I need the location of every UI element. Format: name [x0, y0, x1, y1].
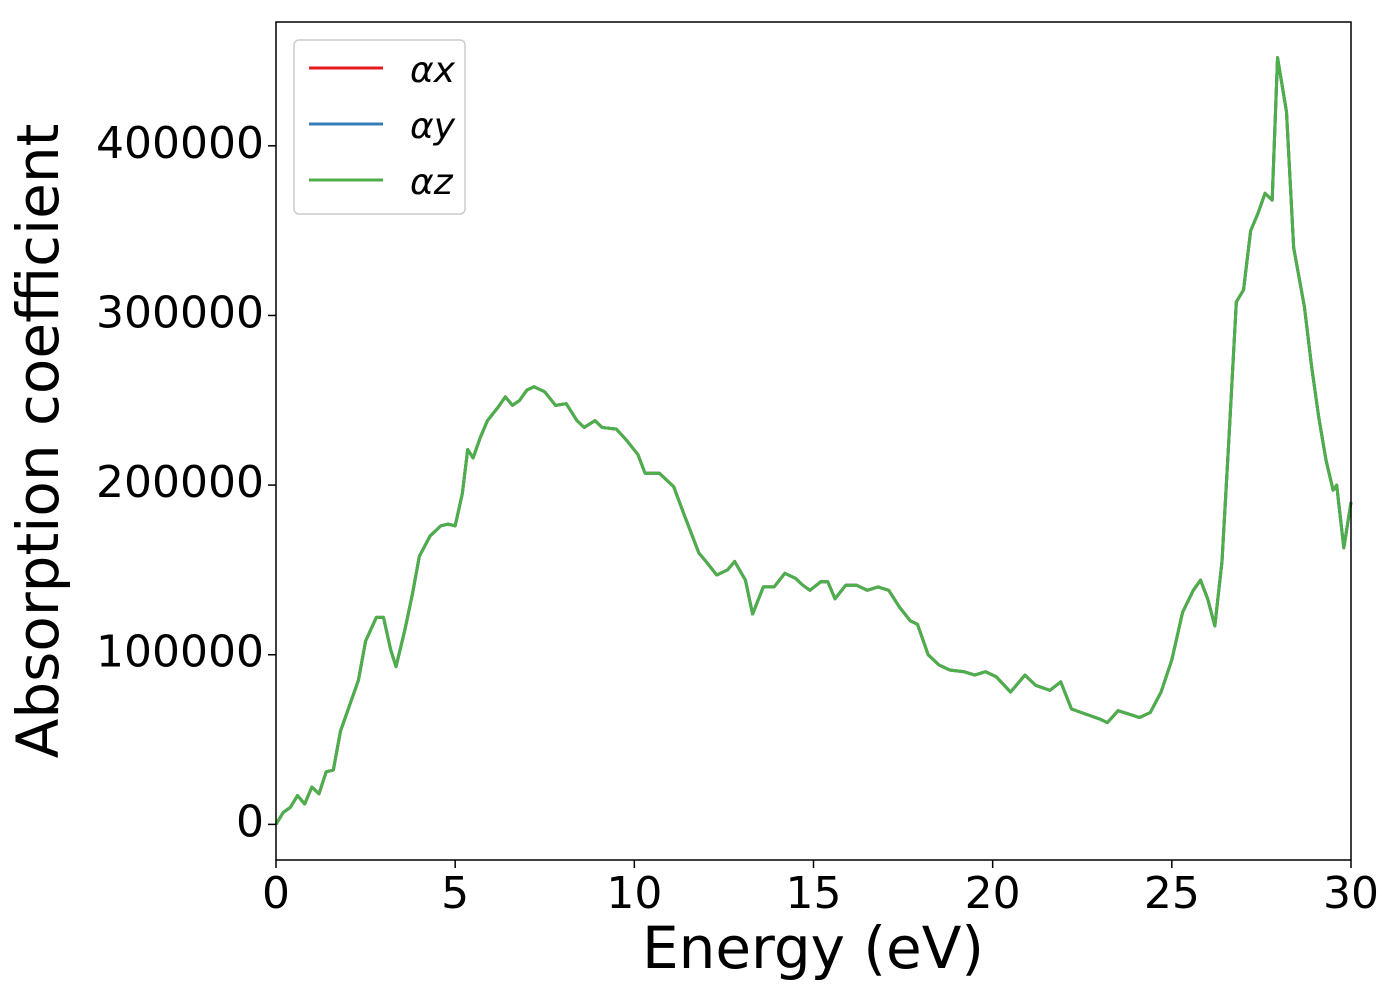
x-tick-label: 25: [1144, 868, 1200, 919]
y-tick-label: 0: [236, 796, 264, 847]
legend-label: αx: [410, 50, 456, 91]
x-tick-label: 30: [1323, 868, 1379, 919]
x-tick-label: 0: [262, 868, 290, 919]
legend-label: αz: [410, 162, 454, 203]
x-tick-label: 5: [441, 868, 469, 919]
data-line: [274, 56, 1353, 826]
x-tick-label: 15: [786, 868, 842, 919]
y-tick-label: 100000: [96, 627, 264, 678]
x-axis-label: Energy (eV): [642, 914, 984, 982]
legend-label: αy: [410, 106, 456, 147]
legend-box: [293, 39, 466, 215]
y-axis-label: Absorption coefficient: [4, 124, 72, 759]
y-tick-label: 200000: [96, 457, 264, 508]
plot-frame: [275, 21, 1352, 861]
x-tick-label: 20: [965, 868, 1021, 919]
y-tick-label: 400000: [96, 118, 264, 169]
x-tick-label: 10: [606, 868, 662, 919]
y-tick-label: 300000: [96, 287, 264, 338]
